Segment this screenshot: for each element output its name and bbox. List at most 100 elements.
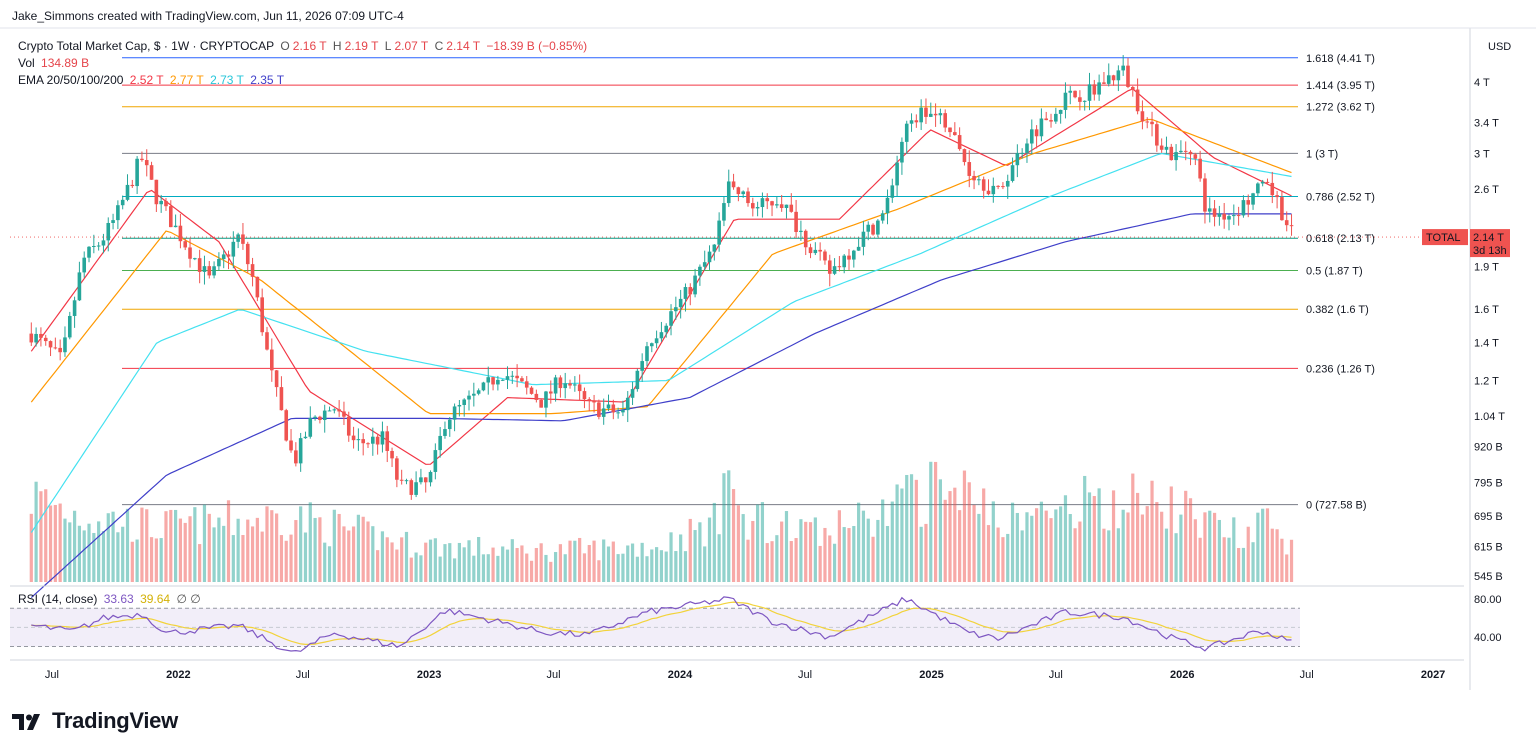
volume-bar (929, 461, 933, 582)
candle-body (1106, 75, 1111, 84)
volume-legend[interactable]: Vol 134.89 B (18, 56, 92, 70)
volume-bar (1160, 511, 1164, 582)
volume-bar (111, 511, 115, 582)
fib-level-label: 1.618 (4.41 T) (1306, 53, 1375, 65)
candle-body (794, 211, 798, 232)
candle-body (375, 436, 380, 445)
volume-bar (1280, 538, 1284, 582)
volume-bar (1150, 480, 1154, 582)
volume-bar (145, 509, 149, 582)
candle-body (904, 123, 909, 142)
rsi-legend[interactable]: RSI (14, close) 33.63 39.64 ∅ ∅ (18, 592, 204, 606)
volume-bar (895, 484, 899, 582)
volume-bar (717, 534, 721, 582)
volume-bar (250, 526, 255, 582)
volume-bar (823, 527, 827, 582)
candle-body (1092, 84, 1097, 95)
ema-legend[interactable]: EMA 20/50/100/200 2.52 T 2.77 T 2.73 T 2… (18, 73, 287, 87)
price-tag-name-box (1422, 229, 1468, 246)
price-tick-label: 1.4 T (1474, 337, 1499, 349)
candle-body (635, 370, 640, 390)
volume-bar (832, 543, 837, 582)
volume-bar (1208, 510, 1212, 582)
volume-bar (337, 513, 341, 582)
tradingview-logo[interactable]: TradingView (12, 708, 178, 734)
candle-body (693, 275, 697, 295)
candle-body (313, 416, 317, 419)
candle-body (669, 311, 673, 326)
candle-body (813, 249, 818, 254)
volume-bar (756, 504, 760, 582)
candle-body (837, 266, 842, 268)
rsi-pane[interactable]: 80.00 40.00 (10, 594, 1502, 652)
candle-body (1029, 129, 1034, 144)
candle-body (135, 158, 139, 187)
candle-body (515, 375, 519, 379)
market-cap-chart[interactable]: 1.618 (4.41 T) 1.414 (3.95 T) 1.272 (3.62 … (0, 0, 1536, 700)
candle-body (433, 450, 438, 472)
volume-bar (539, 543, 543, 582)
volume-bar (198, 544, 202, 582)
high-label: H (332, 39, 342, 53)
volume-bar (58, 503, 62, 582)
volume-bar (222, 525, 226, 582)
volume-bar (82, 530, 86, 582)
ema20-value: 2.52 T (129, 73, 164, 87)
volume-bar (1246, 526, 1250, 582)
volume-bar (655, 547, 659, 582)
candle-body (914, 120, 919, 123)
candle-body (346, 416, 351, 436)
symbol-line[interactable]: Crypto Total Market Cap, $ · 1W · CRYPTO… (18, 39, 275, 53)
volume-bar (890, 501, 894, 582)
volume-bar (741, 514, 745, 582)
candle-body (303, 436, 308, 439)
volume-bar (1261, 508, 1265, 582)
candle-body (972, 175, 976, 181)
volume-bar (770, 541, 774, 582)
volume-bar (611, 541, 615, 582)
candle-body (361, 439, 365, 444)
candle-body (799, 230, 803, 232)
candle-body (77, 272, 82, 301)
candle-body (265, 332, 269, 350)
candle-body (606, 404, 611, 409)
candle-body (573, 384, 577, 386)
candle-body (664, 325, 669, 333)
candle-body (520, 378, 524, 382)
volume-bar (669, 532, 673, 582)
candle-body (996, 185, 1000, 187)
candle-body (289, 440, 293, 451)
candle-body (876, 220, 880, 235)
candle-body (919, 107, 923, 123)
time-tick-label: 2022 (166, 669, 190, 681)
candle-body (58, 347, 62, 353)
volume-bar (938, 479, 942, 582)
volume-bar (982, 488, 986, 582)
fib-level-label: 0.786 (2.52 T) (1306, 192, 1375, 204)
candle-body (577, 384, 582, 392)
volume-bar (371, 526, 375, 582)
time-tick-label: Jul (547, 669, 561, 681)
volume-bar (943, 499, 947, 582)
symbol-legend[interactable]: Crypto Total Market Cap, $ · 1W · CRYPTO… (18, 39, 590, 53)
candle-body (39, 333, 43, 338)
volume-bar (727, 470, 731, 582)
volume-bar (731, 489, 736, 582)
volume-bar (1083, 475, 1087, 582)
price-tick-label: 4 T (1474, 77, 1490, 89)
candle-body (630, 389, 635, 398)
candle-body (775, 204, 779, 206)
fib-retracement[interactable]: 1.618 (4.41 T) 1.414 (3.95 T) 1.272 (3.62 … (122, 53, 1375, 512)
volume-bar (640, 542, 644, 582)
volume-bar (1111, 490, 1116, 582)
candle-body (221, 254, 226, 260)
candle-body (399, 479, 404, 481)
volume-bar (1222, 537, 1226, 582)
candle-body (270, 349, 274, 371)
candle-body (924, 107, 928, 117)
candle-body (183, 241, 188, 248)
volume-bar (428, 539, 433, 582)
candle-body (587, 399, 592, 401)
fib-level-label: 0.236 (1.26 T) (1306, 363, 1375, 375)
volume-bar (39, 491, 43, 582)
